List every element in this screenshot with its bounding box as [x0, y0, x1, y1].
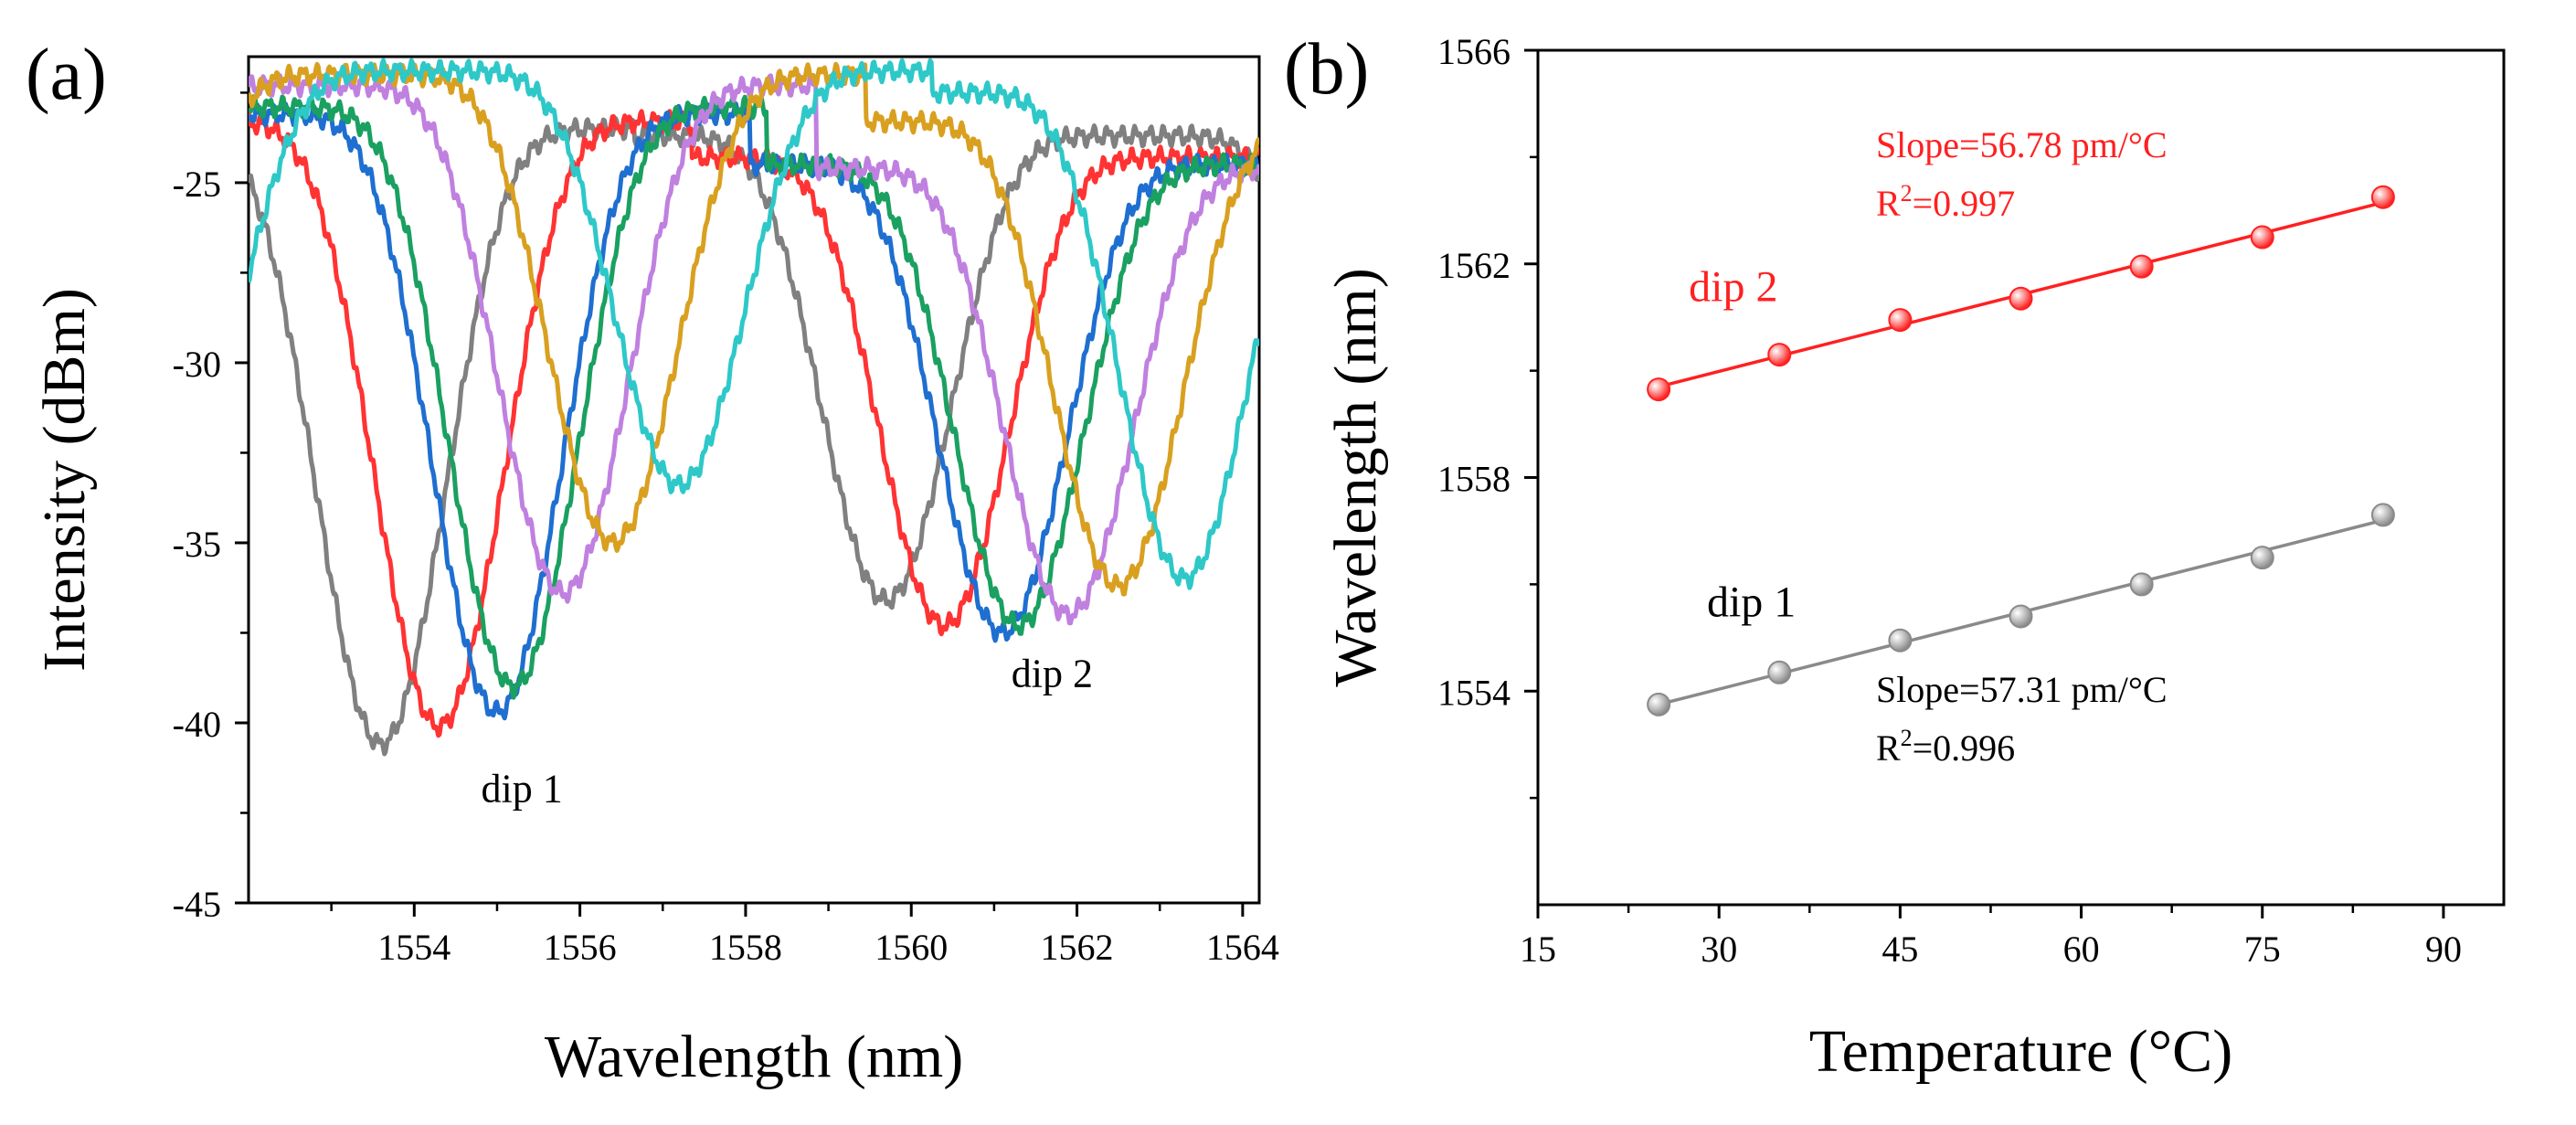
spectrum-line-45C	[249, 101, 1259, 721]
x-tick-label: 75	[2244, 929, 2281, 970]
y-tick-label: -30	[173, 344, 221, 385]
y-tick-label: -25	[173, 164, 221, 205]
spectrum-line-55C	[249, 93, 1259, 700]
y-tick-label: -45	[173, 884, 221, 925]
plot-frame	[247, 55, 1261, 905]
r2-superscript: 2	[1901, 725, 1913, 751]
x-tick-label: 60	[2063, 929, 2100, 970]
series-dip-1: dip 1 Slope=57.31 pm/°C R2=0.996	[1647, 503, 2395, 769]
annotation-dip-1: dip 1	[482, 767, 563, 812]
y-axis-label: Wavelength (nm)	[1322, 268, 1389, 686]
y-tick-label: 1558	[1437, 459, 1511, 500]
panel-label: (b)	[1284, 29, 1369, 110]
data-point-dip-2	[1767, 343, 1792, 367]
spectrum-curves	[249, 58, 1259, 757]
x-tick-label: 1560	[875, 927, 948, 968]
x-tick-label: 90	[2425, 929, 2462, 970]
data-point-dip-1	[1647, 692, 1671, 716]
y-tick-label: -35	[173, 524, 221, 565]
r-squared-label-dip-1: R2=0.996	[1876, 725, 2015, 769]
panel-label: (a)	[26, 35, 107, 115]
r-squared-label-dip-2: R2=0.997	[1876, 180, 2015, 224]
plot-frame	[1536, 48, 2506, 907]
data-point-dip-1	[2250, 546, 2274, 570]
series-label-dip-1: dip 1	[1707, 578, 1796, 626]
x-tick-label: 15	[1520, 929, 1556, 970]
data-point-dip-2	[2009, 286, 2033, 311]
series-dip-2: dip 2 Slope=56.78 pm/°C R2=0.997	[1647, 124, 2395, 402]
data-point-dip-1	[1888, 628, 1913, 653]
y-axis-label: Intensity (dBm)	[31, 288, 98, 672]
x-tick-label: 1554	[377, 927, 451, 968]
data-point-dip-1	[1767, 660, 1792, 685]
spectrum-line-65C	[249, 72, 1259, 626]
r2-prefix: R	[1876, 183, 1901, 224]
spectrum-line-85C	[249, 58, 1259, 590]
slope-label-dip-2: Slope=56.78 pm/°C	[1876, 124, 2168, 165]
series-label-dip-2: dip 2	[1689, 263, 1777, 312]
data-point-dip-2	[2129, 254, 2154, 279]
spectrum-line-35C	[249, 109, 1259, 738]
data-point-dip-2	[2370, 185, 2395, 209]
x-tick-label: 45	[1882, 929, 1918, 970]
x-tick-label: 1558	[709, 927, 782, 968]
x-axis-label: Temperature (°C)	[1809, 1018, 2232, 1085]
x-tick-label: 1562	[1041, 927, 1114, 968]
r2-prefix: R	[1876, 727, 1901, 769]
data-point-dip-1	[2129, 572, 2154, 597]
data-point-dip-2	[1888, 308, 1913, 333]
y-tick-label: 1562	[1437, 245, 1511, 286]
x-axis-label: Wavelength (nm)	[545, 1024, 963, 1090]
y-tick-label: 1566	[1437, 31, 1511, 72]
data-point-dip-1	[2009, 604, 2033, 629]
data-point-dip-1	[2370, 503, 2395, 527]
data-point-dip-2	[2250, 225, 2274, 249]
slope-label-dip-1: Slope=57.31 pm/°C	[1876, 669, 2168, 710]
r2-value: =0.997	[1913, 183, 2016, 224]
y-tick-label: -40	[173, 704, 221, 745]
x-tick-label: 30	[1701, 929, 1737, 970]
x-tick-label: 1556	[544, 927, 617, 968]
x-tick-label: 1564	[1206, 927, 1279, 968]
data-point-dip-2	[1647, 377, 1671, 402]
r2-superscript: 2	[1901, 180, 1913, 207]
panel-b-wavelength-vs-temperature: 15 30 45 60 75 90 1554 1558 1562 1566 Temperature …	[1284, 29, 2506, 1085]
panel-a-intensity-spectrum: 1554 1556 1558 1560 1562 1564 -25 -30 -35 -40 -45 W…	[26, 35, 1279, 1090]
annotation-dip-2: dip 2	[1012, 652, 1093, 696]
r2-value: =0.996	[1913, 727, 2016, 769]
y-tick-label: 1554	[1437, 672, 1511, 713]
